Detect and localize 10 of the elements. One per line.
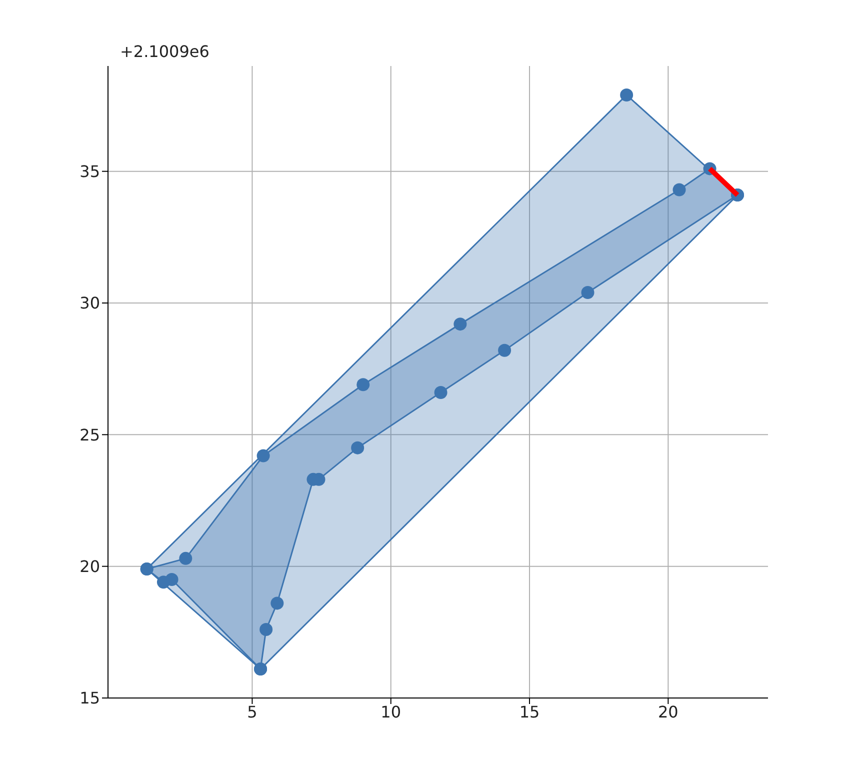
x-tick-label: 10 xyxy=(380,702,402,722)
y-tick-label: 25 xyxy=(80,425,100,444)
y-tick-label: 35 xyxy=(80,162,100,182)
x-tick-label: 20 xyxy=(658,702,678,722)
y-tick-label: 20 xyxy=(80,557,100,576)
text: +2.1009e6 xyxy=(120,42,210,61)
x-tick-label: 15 xyxy=(519,702,540,722)
y-tick-label: 15 xyxy=(80,688,100,708)
x-tick-label: 5 xyxy=(247,702,258,722)
y-tick-label: 30 xyxy=(80,294,100,313)
